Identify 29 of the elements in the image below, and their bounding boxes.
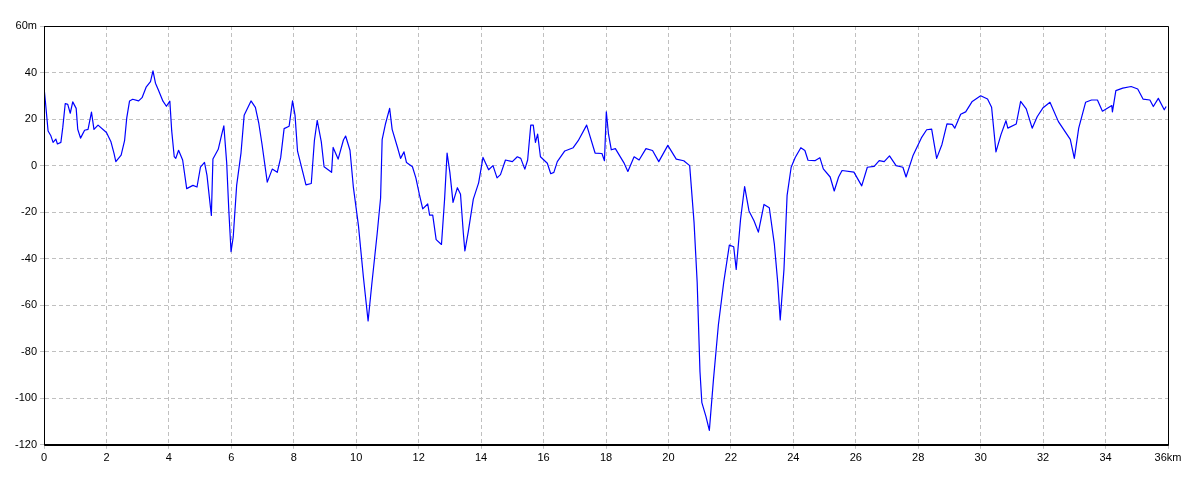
x-tick-label: 26 bbox=[849, 451, 862, 464]
y-tick-label: -40 bbox=[21, 251, 38, 264]
y-tick-label: -80 bbox=[21, 344, 38, 357]
x-tick-label: 4 bbox=[165, 451, 172, 464]
x-tick-label: 28 bbox=[912, 451, 925, 464]
y-tick-label: -20 bbox=[21, 205, 38, 218]
y-tick-label: -120 bbox=[14, 437, 38, 450]
y-tick-label: -60 bbox=[21, 298, 38, 311]
y-tick-label: 0 bbox=[30, 158, 38, 171]
x-tick-label: 22 bbox=[724, 451, 738, 464]
y-tick-label: 40 bbox=[24, 65, 38, 78]
x-tick-label: 12 bbox=[412, 451, 425, 464]
x-tick-label: 16 bbox=[537, 451, 550, 464]
x-tick-label: 20 bbox=[662, 451, 675, 464]
y-tick-label: 20 bbox=[24, 112, 38, 125]
y-tick-label: 60m bbox=[15, 19, 38, 32]
x-tick-label: 18 bbox=[599, 451, 613, 464]
x-tick-label: 14 bbox=[475, 451, 488, 464]
y-tick-label: -100 bbox=[14, 391, 38, 404]
x-tick-label: 6 bbox=[228, 451, 235, 464]
x-tick-label: 8 bbox=[290, 451, 297, 464]
x-tick-label: 0 bbox=[40, 451, 48, 464]
x-tick-label: 2 bbox=[103, 451, 110, 464]
x-tick-label: 36km bbox=[1154, 451, 1182, 464]
x-tick-label: 32 bbox=[1036, 451, 1050, 464]
x-tick-label: 24 bbox=[787, 451, 800, 464]
x-tick-label: 10 bbox=[350, 451, 363, 464]
x-tick-label: 34 bbox=[1099, 451, 1112, 464]
x-tick-label: 30 bbox=[974, 451, 987, 464]
